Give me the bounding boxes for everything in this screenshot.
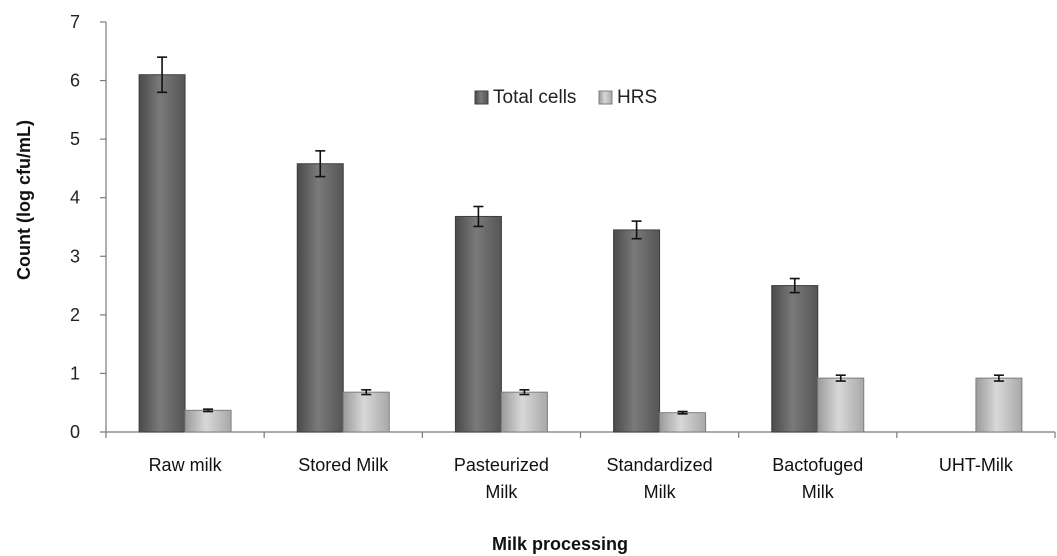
y-tick-label: 7 bbox=[70, 12, 80, 32]
x-axis-title: Milk processing bbox=[492, 534, 628, 554]
x-tick-label-line: Raw milk bbox=[149, 455, 223, 475]
y-tick-label: 3 bbox=[70, 246, 80, 266]
bar-total-cells bbox=[296, 163, 344, 433]
x-tick-label: Pasteurized Milk bbox=[454, 455, 549, 502]
legend-label: HRS bbox=[617, 87, 657, 108]
axes bbox=[100, 21, 1056, 438]
x-tick-label-line: Milk bbox=[485, 482, 518, 502]
x-tick-label: Standardized Milk bbox=[607, 455, 713, 502]
y-tick-label: 4 bbox=[70, 188, 80, 208]
y-tick-label: 5 bbox=[70, 129, 80, 149]
y-tick-label: 6 bbox=[70, 71, 80, 91]
x-tick-label: Bactofuged Milk bbox=[772, 455, 863, 502]
bar-total-cells bbox=[138, 74, 186, 433]
bars bbox=[138, 56, 1023, 433]
x-tick-label-line: Bactofuged bbox=[772, 455, 863, 475]
y-tick-label: 2 bbox=[70, 305, 80, 325]
x-tick-label-line: Pasteurized bbox=[454, 455, 549, 475]
bar-hrs bbox=[500, 391, 548, 433]
x-tick-label-line: Milk bbox=[802, 482, 835, 502]
labels: 0 1 2 3 4 5 6 7 Raw milk Stored Milk Pasteurized Mi… bbox=[70, 12, 1014, 502]
bar-total-cells bbox=[454, 215, 502, 433]
bar-hrs bbox=[659, 412, 707, 433]
bar-total-cells bbox=[771, 285, 819, 433]
legend-label: Total cells bbox=[493, 87, 576, 108]
bar-hrs bbox=[817, 377, 865, 433]
x-tick-label-line: Milk bbox=[644, 482, 677, 502]
x-tick-label-line: Standardized bbox=[607, 455, 713, 475]
bar-hrs bbox=[975, 377, 1023, 433]
bar-hrs bbox=[184, 409, 232, 433]
y-tick-label: 1 bbox=[70, 363, 80, 383]
legend-swatch bbox=[598, 90, 613, 105]
y-axis-title: Count (log cfu/mL) bbox=[14, 120, 34, 280]
legend-swatch bbox=[474, 90, 489, 105]
x-tick-label-line: UHT-Milk bbox=[939, 455, 1014, 475]
x-tick-label: UHT-Milk bbox=[939, 455, 1014, 475]
x-tick-label: Raw milk bbox=[149, 455, 223, 475]
y-tick-label: 0 bbox=[70, 422, 80, 442]
x-tick-label: Stored Milk bbox=[298, 455, 389, 475]
x-tick-label-line: Stored Milk bbox=[298, 455, 389, 475]
legend: Total cells HRS bbox=[474, 87, 657, 108]
bar-hrs bbox=[342, 391, 390, 433]
bar-total-cells bbox=[613, 229, 661, 433]
